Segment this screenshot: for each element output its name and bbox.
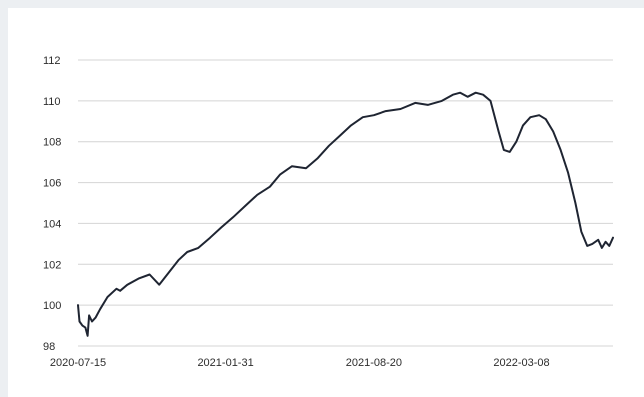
chart-card: 98 100 102 104 106 108 110 112 2020-07-15 2021-0… [8, 8, 644, 397]
x-tick-label: 2020-07-15 [50, 357, 106, 369]
y-axis-ticks: 98 100 102 104 106 108 110 112 [43, 55, 61, 353]
gridlines [78, 59, 613, 347]
y-tick-label: 100 [43, 300, 61, 312]
y-tick-label: 104 [43, 218, 61, 230]
series-line [77, 91, 614, 337]
line-chart: 98 100 102 104 106 108 110 112 2020-07-15 2021-0… [43, 55, 614, 369]
y-tick-label: 106 [43, 178, 61, 190]
x-tick-label: 2022-03-08 [493, 357, 549, 369]
y-tick-label: 108 [43, 137, 61, 149]
y-tick-label: 110 [43, 96, 61, 108]
y-tick-label: 98 [43, 341, 55, 353]
x-tick-label: 2021-01-31 [197, 357, 253, 369]
x-axis-ticks: 2020-07-15 2021-01-31 2021-08-20 2022-03-08 [50, 357, 550, 369]
x-tick-label: 2021-08-20 [346, 357, 402, 369]
y-tick-label: 102 [43, 259, 61, 271]
y-tick-label: 112 [43, 55, 61, 67]
